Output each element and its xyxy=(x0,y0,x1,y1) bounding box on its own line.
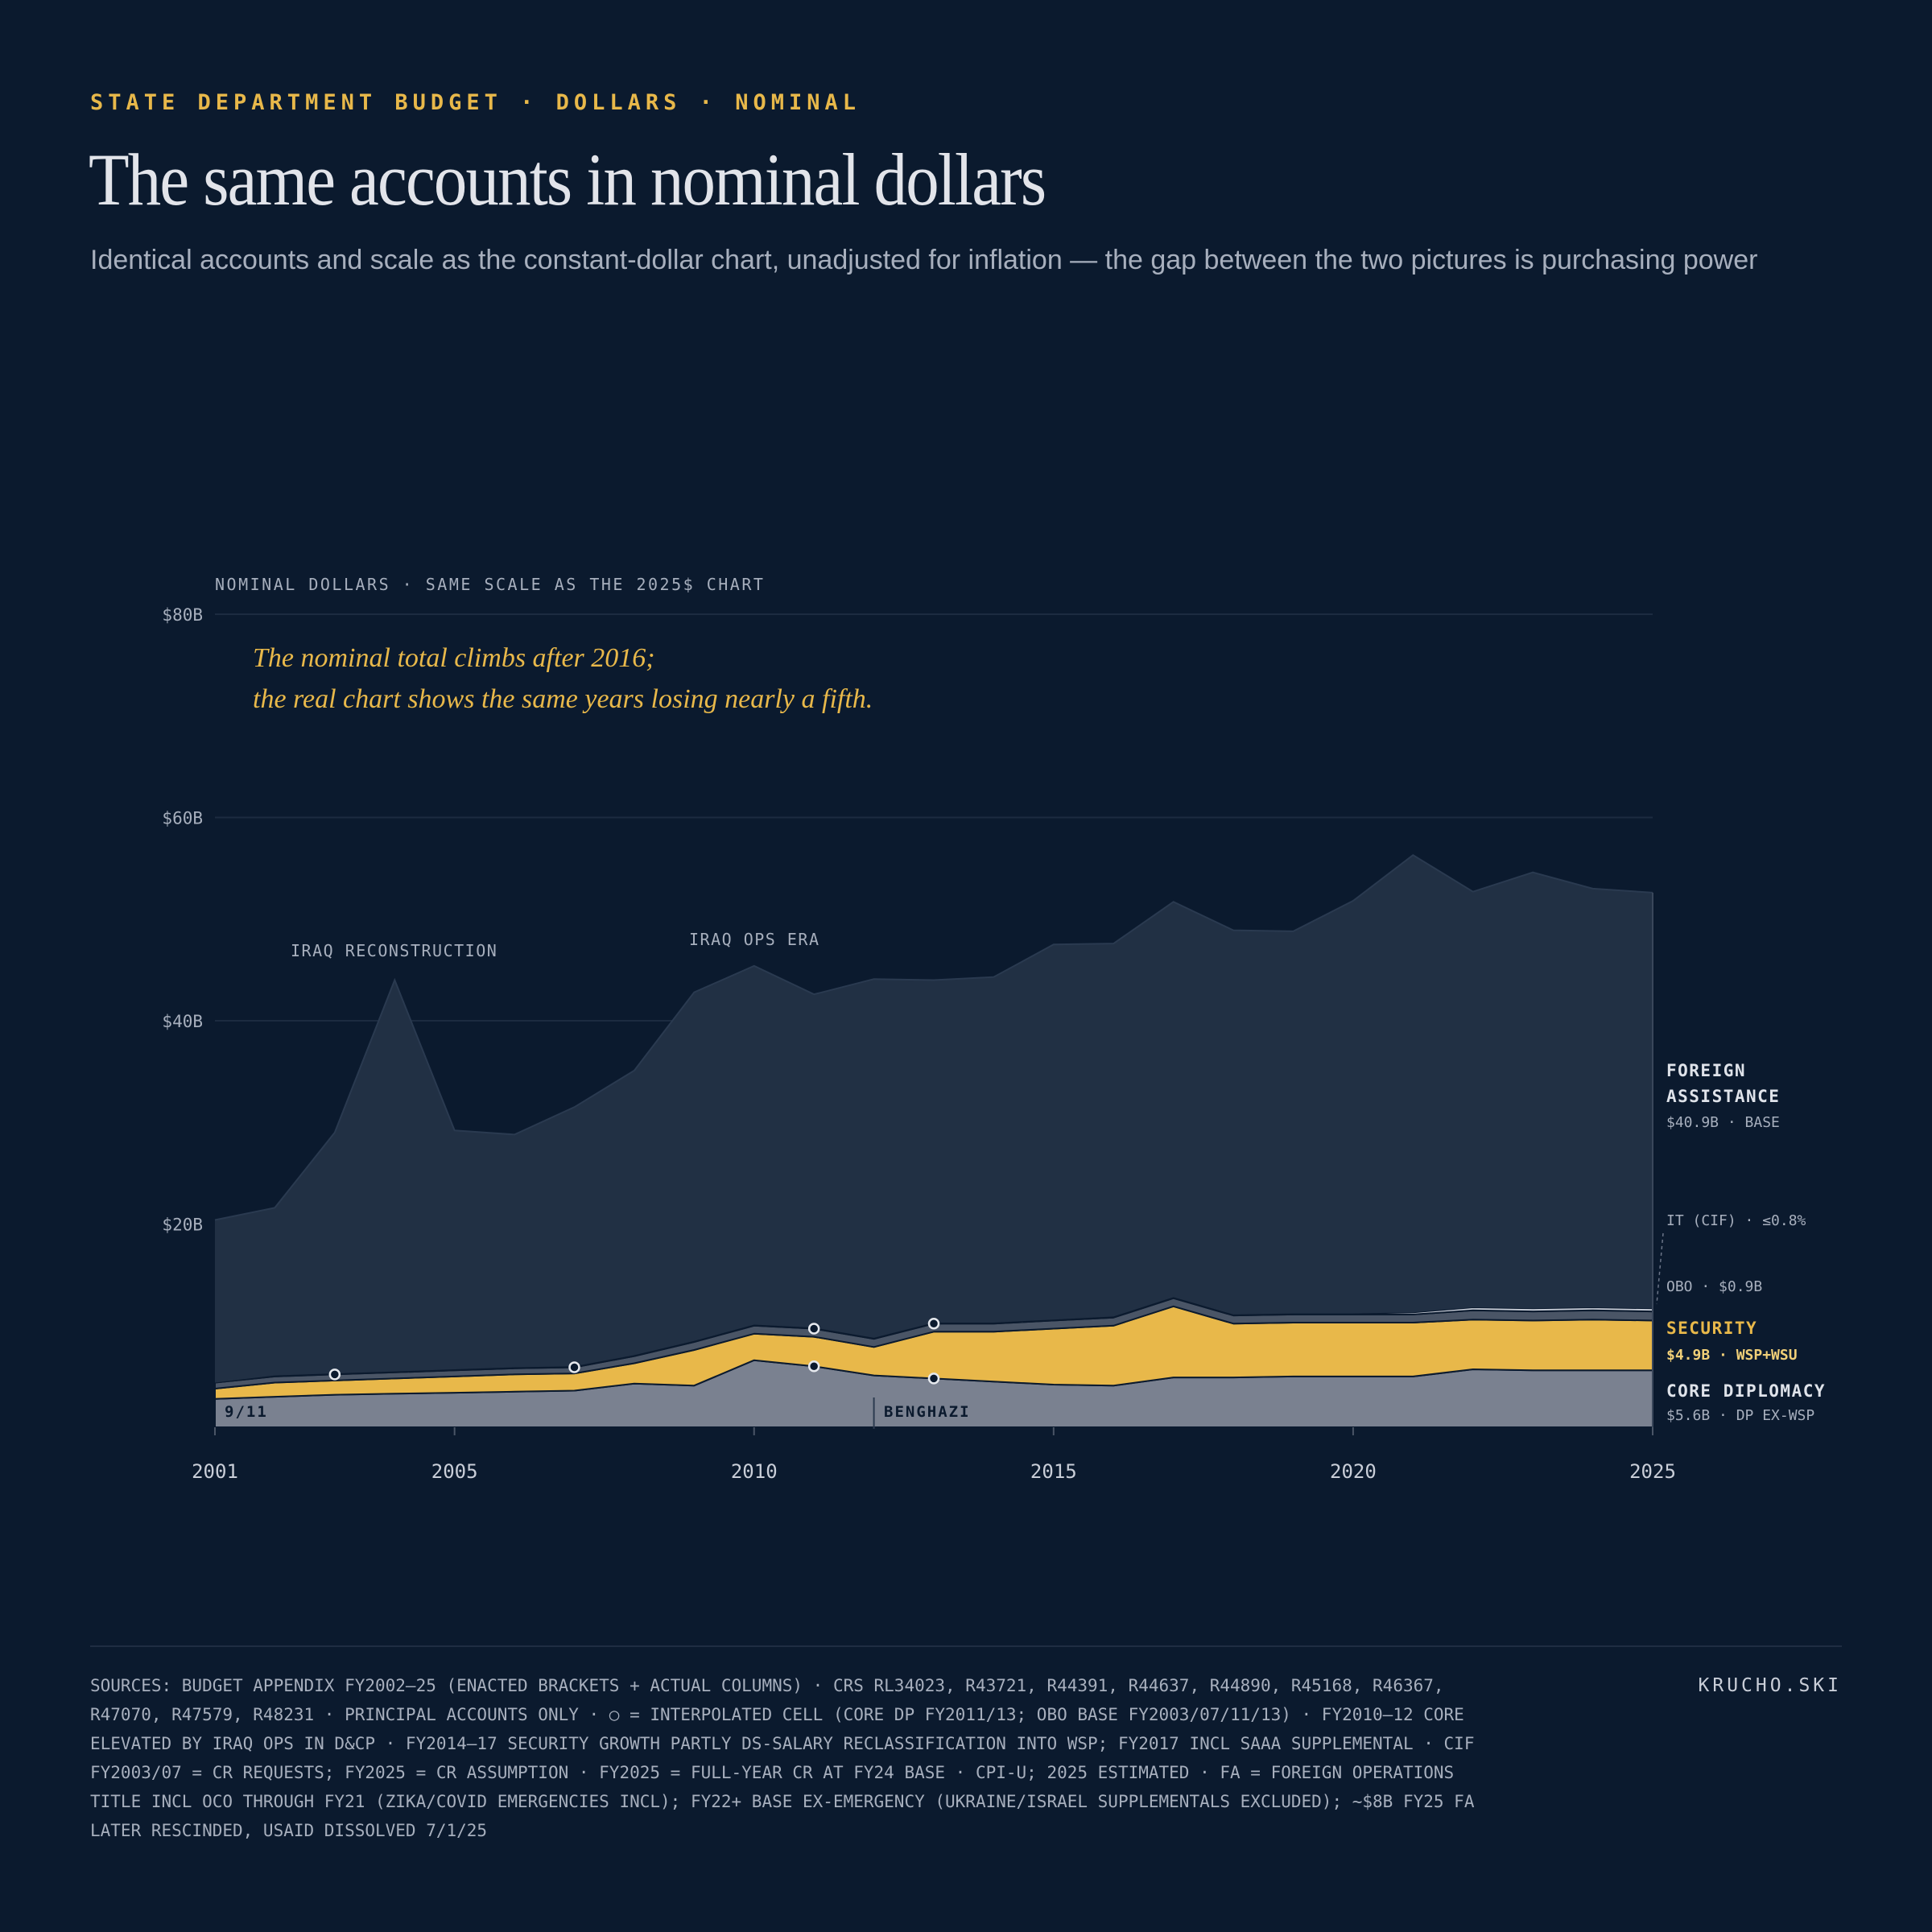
interpolated-marker xyxy=(807,1323,820,1335)
interpolated-marker xyxy=(927,1317,940,1330)
interpolated-markers xyxy=(328,1317,940,1385)
sources-note: SOURCES: BUDGET APPENDIX FY2002–25 (ENAC… xyxy=(90,1671,1620,1845)
headline-annotation-line2: the real chart shows the same years losi… xyxy=(253,684,873,714)
end-label-fa-line2: ASSISTANCE xyxy=(1666,1087,1780,1106)
sources-line: SOURCES: BUDGET APPENDIX FY2002–25 (ENAC… xyxy=(90,1676,1444,1695)
sources-line: FY2003/07 = CR REQUESTS; FY2025 = CR ASS… xyxy=(90,1763,1455,1782)
total-line xyxy=(214,853,1653,1221)
y-tick-label: $60B xyxy=(162,809,203,828)
sources-line: TITLE INCL OCO THROUGH FY21 (ZIKA/COVID … xyxy=(90,1792,1475,1811)
event-label-911: 9/11 xyxy=(225,1403,268,1421)
end-label-fa-line1: FOREIGN xyxy=(1666,1061,1746,1080)
sources-line: LATER RESCINDED, USAID DISSOLVED 7/1/25 xyxy=(90,1821,488,1840)
sources-line: ELEVATED BY IRAQ OPS IN D&CP · FY2014–17… xyxy=(90,1734,1475,1753)
end-label-core: CORE DIPLOMACY xyxy=(1666,1381,1826,1401)
area-layers xyxy=(214,853,1653,1428)
page-title: The same accounts in nominal dollars xyxy=(89,138,1046,221)
event-label-benghazi: BENGHAZI xyxy=(884,1403,971,1421)
brand-credit: KRUCHO.SKI xyxy=(1698,1675,1842,1696)
y-tick-label: $40B xyxy=(162,1012,203,1031)
y-tick-labels: $20B $40B $60B $80B xyxy=(162,605,203,1235)
end-label-it: IT (CIF) · ≤0.8% xyxy=(1666,1212,1806,1229)
end-label-obo: OBO · $0.9B xyxy=(1666,1278,1762,1295)
end-label-security: SECURITY xyxy=(1666,1319,1757,1338)
footer-divider xyxy=(90,1645,1842,1647)
interpolated-marker xyxy=(328,1368,341,1381)
x-tick-label: 2015 xyxy=(1030,1460,1077,1483)
page-subtitle: Identical accounts and scale as the cons… xyxy=(90,245,1758,275)
interpolated-marker xyxy=(807,1360,820,1373)
annotation-iraq-ops: IRAQ OPS ERA xyxy=(689,930,820,949)
x-tick-label: 2020 xyxy=(1330,1460,1377,1483)
interpolated-marker xyxy=(927,1373,940,1385)
x-tick-label: 2005 xyxy=(431,1460,478,1483)
end-label-it-leader xyxy=(1656,1232,1664,1305)
sources-line: R47070, R47579, R48231 · PRINCIPAL ACCOU… xyxy=(90,1705,1464,1724)
x-tick-label: 2001 xyxy=(192,1460,238,1483)
y-tick-label: $20B xyxy=(162,1216,203,1235)
x-tick-label: 2010 xyxy=(731,1460,778,1483)
headline-annotation-line1: The nominal total climbs after 2016; xyxy=(253,643,655,673)
end-label-security-value: $4.9B · WSP+WSU xyxy=(1666,1347,1798,1364)
x-tick-label: 2025 xyxy=(1629,1460,1676,1483)
end-label-fa-value: $40.9B · BASE xyxy=(1666,1114,1780,1131)
area-fa xyxy=(215,855,1653,1383)
y-tick-label: $80B xyxy=(162,605,203,625)
x-tick-labels: 2001 2005 2010 2015 2020 2025 xyxy=(192,1427,1676,1483)
axis-note: NOMINAL DOLLARS · SAME SCALE AS THE 2025… xyxy=(215,575,765,594)
end-label-core-value: $5.6B · DP EX-WSP xyxy=(1666,1407,1814,1424)
interpolated-marker xyxy=(568,1361,580,1373)
end-labels: FOREIGN ASSISTANCE $40.9B · BASE IT (CIF… xyxy=(1656,1061,1826,1424)
kicker: STATE DEPARTMENT BUDGET · DOLLARS · NOMI… xyxy=(90,90,861,115)
annotation-iraq-reconstruction: IRAQ RECONSTRUCTION xyxy=(291,941,497,960)
